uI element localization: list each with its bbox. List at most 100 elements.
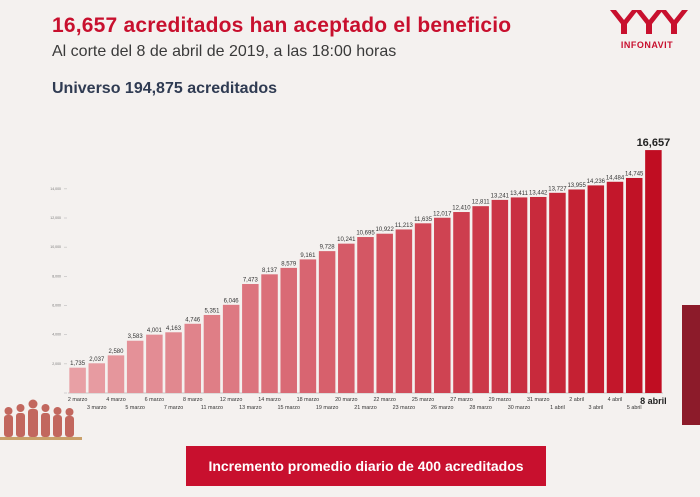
bar-value-label: 10,922 xyxy=(376,227,395,233)
x-tick-label: 2 abril xyxy=(569,397,584,403)
infonavit-logo-icon xyxy=(610,10,688,34)
bar-value-label: 4,001 xyxy=(147,328,163,334)
y-tick-label: 2,000 xyxy=(52,362,61,366)
logo-wordmark: INFONAVIT xyxy=(620,40,674,50)
x-tick-label: 12 marzo xyxy=(220,397,242,403)
bar xyxy=(318,251,336,393)
bar-value-label: 7,473 xyxy=(243,278,259,284)
bar-value-label: 2,037 xyxy=(89,357,105,363)
daily-increment-banner: Incremento promedio diario de 400 acredi… xyxy=(186,446,546,486)
bar xyxy=(529,196,547,393)
y-tick-label: 4,000 xyxy=(52,333,61,337)
bar-value-label: 10,241 xyxy=(337,237,356,243)
bar-value-label: 13,727 xyxy=(548,186,567,192)
bar-value-label: 14,484 xyxy=(606,175,625,181)
x-tick-label: 4 marzo xyxy=(106,397,125,403)
x-tick-label: 6 marzo xyxy=(145,397,164,403)
x-tick-label: 3 abril xyxy=(588,405,603,411)
y-tick-label: 10,000 xyxy=(50,245,61,249)
bar-value-label: 9,161 xyxy=(300,253,316,259)
bar xyxy=(376,233,393,393)
x-tick-label: 7 marzo xyxy=(164,405,183,411)
x-tick-label: 2 marzo xyxy=(68,397,87,403)
bar-value-label: 13,411 xyxy=(510,191,529,197)
x-tick-label: 19 marzo xyxy=(316,405,338,411)
x-tick-label: 5 abril xyxy=(627,405,642,411)
x-tick-label: 20 marzo xyxy=(335,397,357,403)
bar-value-label: 1,735 xyxy=(70,361,86,367)
bar-value-label: 3,583 xyxy=(128,334,144,340)
x-tick-label: 25 marzo xyxy=(412,397,434,403)
bar-value-label: 14,745 xyxy=(625,171,644,177)
x-tick-label: 11 marzo xyxy=(201,405,223,411)
x-tick-label: 4 abril xyxy=(608,397,623,403)
x-tick-label: 15 marzo xyxy=(277,405,299,411)
bar-value-label: 9,728 xyxy=(320,245,336,251)
bar-value-label: 2,580 xyxy=(108,349,124,355)
bar-value-label: 6,046 xyxy=(224,298,240,304)
bar xyxy=(146,334,163,393)
bar-value-label: 8,137 xyxy=(262,268,278,274)
x-tick-label: 28 marzo xyxy=(469,405,491,411)
bar xyxy=(203,314,221,393)
bar xyxy=(126,340,144,393)
bar xyxy=(472,206,489,393)
y-tick-label: 14,000 xyxy=(50,187,61,191)
x-tick-label: 30 marzo xyxy=(508,405,530,411)
bar-value-label: 11,213 xyxy=(395,223,414,229)
bar xyxy=(242,284,259,393)
bar xyxy=(184,323,202,393)
bar xyxy=(107,355,125,393)
y-tick-label: 8,000 xyxy=(52,274,61,278)
bar-value-label: 11,635 xyxy=(414,217,433,223)
page-title: 16,657 acreditados han aceptado el benef… xyxy=(52,14,512,37)
bar xyxy=(549,192,566,393)
y-tick-label: 6,000 xyxy=(52,304,61,308)
bar-value-label: 4,746 xyxy=(185,317,201,323)
bar xyxy=(395,229,413,393)
bar-value-label: 10,695 xyxy=(356,231,375,237)
bar-value-label: 14,236 xyxy=(587,179,606,185)
bar xyxy=(88,363,106,393)
x-tick-label: 3 marzo xyxy=(87,405,106,411)
x-tick-label: 22 marzo xyxy=(373,397,395,403)
x-tick-label: 21 marzo xyxy=(354,405,376,411)
x-tick-label: 5 marzo xyxy=(125,405,144,411)
x-tick-label: 23 marzo xyxy=(393,405,415,411)
x-tick-label: 1 abril xyxy=(550,405,565,411)
x-tick-label: 27 marzo xyxy=(450,397,472,403)
bar-value-label: 4,163 xyxy=(166,326,182,332)
bar xyxy=(568,189,585,393)
bar xyxy=(165,332,182,393)
bar xyxy=(222,304,240,393)
bar xyxy=(299,259,317,393)
x-tick-label: 29 marzo xyxy=(489,397,511,403)
cutoff-subtitle: Al corte del 8 de abril de 2019, a las 1… xyxy=(52,43,397,60)
heroes-illustration-icon xyxy=(0,399,82,440)
accepted-beneficiaries-bar-chart: 2,000 4,000 6,000 8,000 10,000 12,000 14,000 1,… xyxy=(50,137,671,411)
x-tick-label: 31 marzo xyxy=(527,397,549,403)
x-tick-label: 26 marzo xyxy=(431,405,453,411)
x-tick-label: 14 marzo xyxy=(258,397,280,403)
bar xyxy=(625,177,643,393)
bar xyxy=(338,243,355,393)
bar-value-label: 12,811 xyxy=(472,200,491,206)
bar xyxy=(434,217,451,393)
bar-value-label: 12,410 xyxy=(452,206,471,212)
bar xyxy=(69,367,86,393)
bar-value-label: 5,351 xyxy=(204,308,220,314)
bar xyxy=(606,181,624,393)
bar-value-label: 13,241 xyxy=(491,193,510,199)
bar-value-label: 12,017 xyxy=(433,211,452,217)
x-tick-label: 8 abril xyxy=(640,396,667,406)
bar-value-label: 16,657 xyxy=(637,137,671,149)
bar xyxy=(357,237,374,393)
bar xyxy=(491,199,509,393)
y-tick-label: 12,000 xyxy=(50,216,61,220)
universe-total: Universo 194,875 acreditados xyxy=(52,80,278,97)
bar xyxy=(510,197,528,393)
bar-value-label: 13,442 xyxy=(529,190,548,196)
bar xyxy=(587,185,605,393)
bar xyxy=(453,212,470,393)
bar xyxy=(414,223,432,393)
